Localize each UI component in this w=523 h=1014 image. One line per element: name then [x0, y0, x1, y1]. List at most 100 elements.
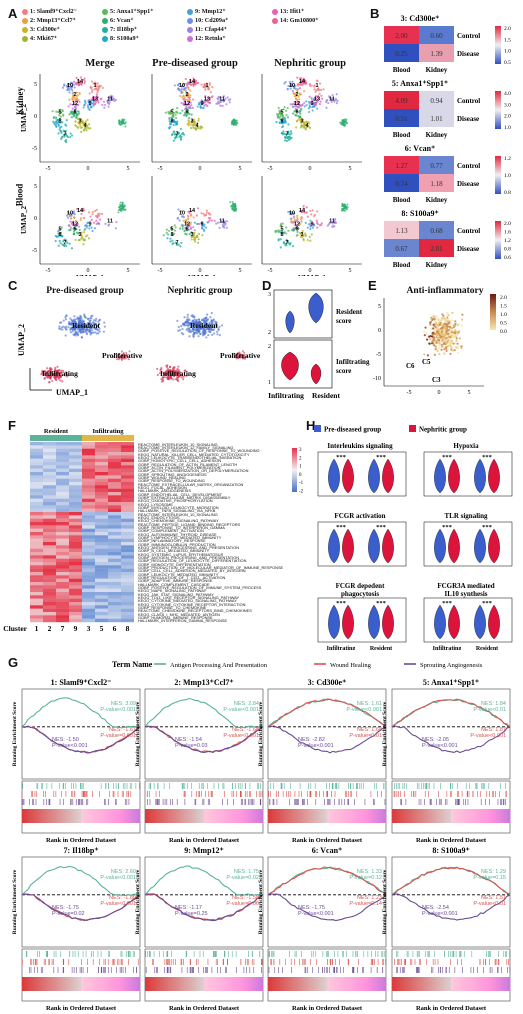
heatmap-cell: [108, 505, 121, 509]
rank-gradient: [196, 809, 199, 823]
heatmap-cell: [69, 485, 82, 489]
umap-point: [190, 113, 193, 116]
heatmap-cell: [121, 492, 134, 496]
umap-point: [94, 322, 98, 325]
umap-point: [83, 82, 86, 85]
umap-point: [296, 230, 299, 233]
rank-gradient: [415, 809, 418, 823]
umap-point: [432, 332, 436, 335]
umap-point: [177, 325, 180, 329]
heatmap-cell: [30, 462, 43, 466]
umap-point: [423, 330, 426, 333]
heatmap-cell: [30, 572, 43, 576]
umap-point: [77, 319, 80, 323]
umap-point: [54, 374, 57, 377]
umap-point: [428, 342, 431, 345]
y-tick: 5: [34, 184, 37, 190]
heatmap-cell: [56, 472, 69, 476]
rank-gradient: [63, 809, 66, 823]
umap-point: [101, 212, 104, 216]
umap-point: [168, 369, 171, 372]
umap-point: [435, 323, 438, 326]
rank-gradient: [81, 809, 84, 823]
rank-gradient: [198, 809, 201, 823]
rank-gradient: [215, 977, 219, 991]
heatmap-cell: [95, 498, 108, 503]
umap-point: [75, 125, 78, 128]
heatmap-cell: [95, 458, 108, 463]
panel-c-umaps: ResidentProliferativeInfiltratingResiden…: [17, 311, 261, 396]
umap-point: [66, 214, 69, 217]
legend-label: 11: Cfap44⁺: [195, 26, 227, 33]
umap-point: [91, 88, 94, 92]
colorbar: [495, 26, 501, 64]
p-value: P-value<0.001: [346, 707, 382, 713]
rank-gradient: [478, 809, 481, 823]
heatmap-cell: [69, 455, 82, 459]
p-value: P-value=0.12: [349, 875, 382, 881]
umap-point: [181, 96, 184, 99]
umap-point: [73, 109, 76, 112]
umap-point: [296, 120, 299, 123]
umap-point: [308, 95, 311, 98]
heatmap-cell: [121, 545, 134, 549]
heatmap-cell: [108, 478, 121, 483]
umap-point: [61, 110, 64, 113]
heatmap-cell: [95, 518, 108, 523]
heatmap-cell: [108, 578, 121, 583]
heatmap-row-label: GOBP_INFLAMMATORY_RESPONSE: [138, 538, 206, 544]
umap-point: [42, 370, 45, 373]
heatmap-cell: [30, 558, 43, 563]
group-label: Resident: [44, 428, 69, 435]
violin-title: FCGR3A mediated: [437, 582, 494, 590]
heatmap-row-label: GOBP_ACTIN_POLYMERIZATION_OR_DEPOLYMERIZ…: [138, 468, 249, 474]
umap-point: [63, 84, 66, 87]
umap-point: [449, 328, 452, 331]
umap-point: [199, 327, 202, 331]
group-bar-resident: [30, 435, 82, 441]
umap-point: [189, 210, 192, 213]
rank-gradient: [508, 809, 511, 823]
rank-gradient: [411, 809, 414, 823]
umap-point: [43, 376, 47, 380]
legend-swatch: [409, 425, 416, 432]
umap-point: [295, 224, 298, 227]
umap-point: [228, 101, 231, 104]
heatmap-cell: [69, 475, 82, 479]
heatmap-cell: [56, 592, 69, 596]
umap-point: [440, 343, 443, 347]
rank-gradient: [287, 809, 290, 823]
umap-point: [183, 324, 186, 327]
heatmap-cell: [108, 512, 121, 516]
umap-point: [77, 84, 80, 87]
umap-point: [58, 228, 61, 231]
umap-point: [201, 225, 204, 228]
heatmap-cell: [69, 598, 82, 603]
x-axis-label: UMAP_1: [298, 274, 326, 276]
violin: [342, 604, 354, 640]
heatmap-cell: [82, 588, 95, 593]
umap-point: [124, 355, 127, 358]
heatmap-cell: [95, 585, 108, 589]
x-tick: -5: [46, 166, 51, 172]
umap-point: [203, 225, 206, 228]
umap-point: [335, 102, 338, 105]
legend-dot: [22, 35, 28, 42]
heatmap-cell: [121, 548, 134, 553]
significance: ***: [482, 600, 492, 607]
rank-gradient: [395, 809, 399, 823]
heatmap-row-label: GOBP_LEUKOCYTE_MEDIATED_IMMUNITY: [138, 571, 219, 577]
umap-point: [91, 213, 94, 216]
cluster-number: 11: [219, 219, 225, 225]
umap-point: [209, 213, 212, 216]
heatmap-cell: [30, 448, 43, 453]
heatmap-cell: [30, 498, 43, 503]
umap-point: [88, 224, 91, 227]
row-name: Control: [457, 162, 480, 170]
p-value: P-value=0.01: [349, 733, 382, 739]
umap-point: [60, 369, 63, 372]
umap-point: [73, 86, 76, 89]
umap-point: [288, 80, 291, 83]
rank-gradient: [31, 809, 35, 823]
